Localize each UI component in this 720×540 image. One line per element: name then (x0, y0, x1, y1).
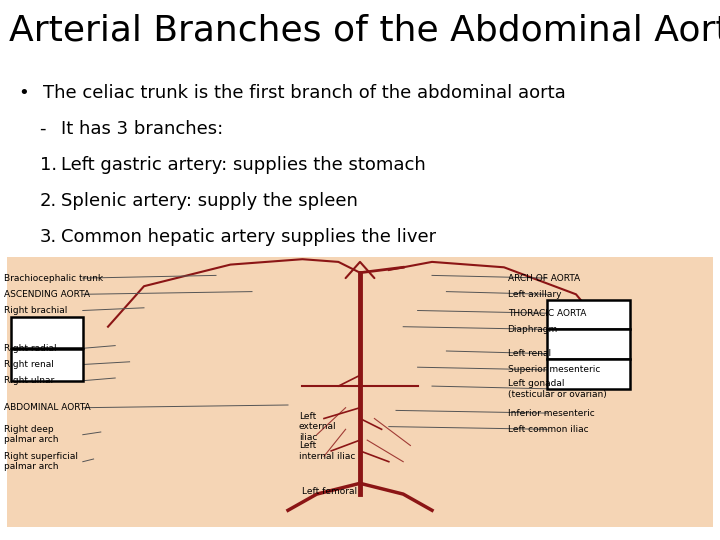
Text: The celiac trunk is the first branch of the abdominal aorta: The celiac trunk is the first branch of … (43, 84, 566, 102)
Text: Right radial: Right radial (4, 344, 56, 353)
Bar (11, 317, 83, 348)
Bar (547, 300, 630, 329)
Text: 2.: 2. (40, 192, 57, 210)
Text: ARCH OF AORTA: ARCH OF AORTA (508, 274, 580, 282)
Text: Left renal: Left renal (508, 349, 551, 358)
Text: Left axillary: Left axillary (508, 290, 561, 299)
Text: Left
internal iliac: Left internal iliac (299, 441, 355, 461)
Text: Left
external
iliac: Left external iliac (299, 411, 336, 442)
Text: Left femoral: Left femoral (302, 487, 358, 496)
Text: Right brachial: Right brachial (4, 306, 67, 315)
Text: Inferior mesenteric: Inferior mesenteric (508, 409, 594, 417)
Text: 3.: 3. (40, 228, 57, 246)
Text: It has 3 branches:: It has 3 branches: (61, 120, 223, 138)
Text: Diaphragm: Diaphragm (508, 325, 558, 334)
Text: Left gonadal
(testicular or ovarian): Left gonadal (testicular or ovarian) (508, 379, 606, 399)
Text: Right ulnar: Right ulnar (4, 376, 54, 385)
Text: •: • (18, 84, 29, 102)
Text: Arterial Branches of the Abdominal Aorta: Arterial Branches of the Abdominal Aorta (9, 14, 720, 48)
Text: Common hepatic artery supplies the liver: Common hepatic artery supplies the liver (61, 228, 436, 246)
Text: -: - (40, 120, 46, 138)
Text: Left common iliac: Left common iliac (508, 425, 588, 434)
Text: Splenic artery: supply the spleen: Splenic artery: supply the spleen (61, 192, 358, 210)
Text: ASCENDING AORTA: ASCENDING AORTA (4, 290, 89, 299)
Bar (7, 256, 713, 526)
Text: ABDOMINAL AORTA: ABDOMINAL AORTA (4, 403, 90, 412)
Text: Right superficial
palmar arch: Right superficial palmar arch (4, 452, 78, 471)
Bar (11, 349, 83, 381)
Bar (547, 329, 630, 359)
Bar (547, 359, 630, 389)
Text: Left gastric artery: supplies the stomach: Left gastric artery: supplies the stomac… (61, 156, 426, 174)
Text: Superior mesenteric: Superior mesenteric (508, 366, 600, 374)
Text: Brachiocephalic trunk: Brachiocephalic trunk (4, 274, 103, 282)
Text: Right renal: Right renal (4, 360, 53, 369)
Text: 1.: 1. (40, 156, 57, 174)
Text: THORACIC AORTA: THORACIC AORTA (508, 309, 586, 318)
Text: Right deep
palmar arch: Right deep palmar arch (4, 425, 58, 444)
